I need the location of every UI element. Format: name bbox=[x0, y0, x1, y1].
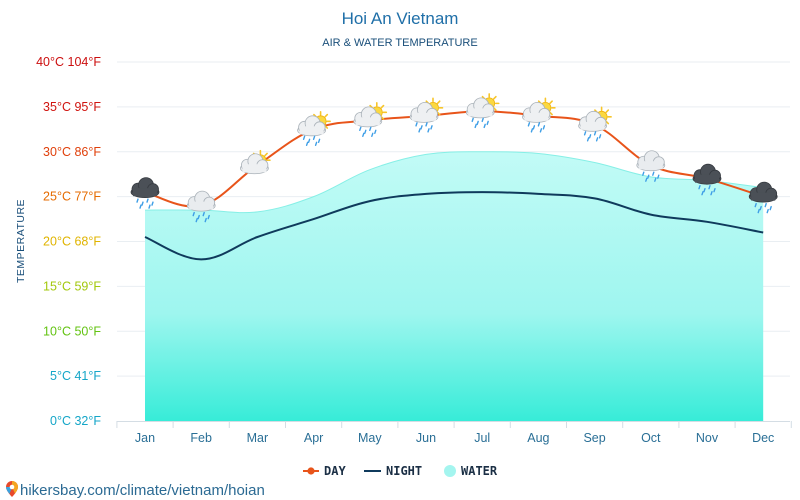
cloud-shape bbox=[130, 177, 160, 199]
source-link[interactable]: hikersbay.com/climate/vietnam/hoian bbox=[6, 481, 265, 499]
rain-cloud-dark-icon bbox=[692, 163, 722, 196]
y-axis-ticks: 0°C 32°F 5°C 41°F 10°C 50°F 15°C 59°F 20°C 6… bbox=[36, 55, 101, 428]
rain-drops bbox=[415, 122, 433, 133]
x-tick-label: Jan bbox=[135, 431, 155, 445]
water-area bbox=[145, 151, 764, 421]
y-axis-label: TEMPERATURE bbox=[15, 199, 27, 283]
rain-drops bbox=[698, 184, 716, 196]
x-tick-label: Jun bbox=[416, 431, 436, 445]
x-tick-label: Feb bbox=[190, 431, 212, 445]
legend-label-night: NIGHT bbox=[386, 464, 422, 478]
x-tick-label: May bbox=[358, 431, 382, 445]
sun-cloud-icon bbox=[239, 149, 271, 175]
source-text: hikersbay.com/climate/vietnam/hoian bbox=[20, 482, 265, 499]
y-tick-label: 25°C 77°F bbox=[43, 190, 101, 204]
x-axis bbox=[116, 421, 792, 428]
cloud-shape bbox=[748, 181, 778, 203]
y-tick-label: 20°C 68°F bbox=[43, 235, 101, 249]
legend-item-day[interactable]: DAY bbox=[303, 464, 346, 478]
weather-icons bbox=[130, 93, 778, 223]
map-pin-icon bbox=[6, 481, 18, 497]
legend: DAY NIGHT WATER bbox=[303, 464, 498, 478]
sun-cloud-rain-icon bbox=[578, 106, 612, 142]
y-tick-label: 15°C 59°F bbox=[43, 279, 101, 293]
sun-cloud-rain-icon bbox=[297, 111, 331, 147]
sun-cloud-rain-icon bbox=[353, 102, 388, 138]
y-tick-label: 10°C 50°F bbox=[43, 324, 101, 338]
x-tick-label: Mar bbox=[247, 431, 269, 445]
y-tick-label: 35°C 95°F bbox=[43, 100, 101, 114]
cloud-shape bbox=[578, 110, 607, 132]
cloud-shape bbox=[692, 163, 722, 185]
rain-drops bbox=[302, 135, 321, 147]
x-axis-ticks: Jan Feb Mar Apr May Jun Jul Aug Sep Oct Nov Dec bbox=[135, 431, 774, 445]
legend-item-night[interactable]: NIGHT bbox=[364, 464, 422, 478]
rain-drops bbox=[583, 131, 602, 142]
rain-drops bbox=[754, 202, 772, 214]
x-tick-label: Apr bbox=[304, 431, 323, 445]
rain-drops bbox=[359, 126, 377, 138]
cloud-shape bbox=[522, 101, 551, 123]
cloud-shape bbox=[636, 150, 666, 172]
night-line bbox=[144, 191, 764, 261]
rain-cloud-dark-icon bbox=[130, 177, 160, 209]
rain-cloud-icon bbox=[186, 190, 216, 223]
x-tick-label: Nov bbox=[696, 431, 719, 445]
cloud-shape bbox=[465, 97, 495, 119]
cloud-shape bbox=[186, 190, 216, 212]
rain-drops bbox=[192, 211, 210, 223]
y-tick-label: 30°C 86°F bbox=[43, 145, 101, 159]
rain-drops bbox=[642, 171, 660, 182]
night-series bbox=[144, 191, 764, 261]
y-tick-label: 0°C 32°F bbox=[50, 414, 101, 428]
x-tick-label: Oct bbox=[641, 431, 661, 445]
sun-cloud-rain-icon bbox=[409, 97, 444, 133]
sun-cloud-rain-icon bbox=[465, 93, 500, 129]
chart-title: Hoi An Vietnam bbox=[342, 9, 459, 28]
x-tick-label: Jul bbox=[474, 431, 490, 445]
x-tick-label: Dec bbox=[752, 431, 774, 445]
cloud-shape bbox=[353, 106, 383, 128]
sun-cloud-rain-icon bbox=[522, 97, 556, 133]
rain-cloud-dark-icon bbox=[748, 181, 778, 214]
rain-drops bbox=[527, 122, 546, 133]
cloud-shape bbox=[239, 153, 269, 175]
rain-drops bbox=[136, 198, 154, 209]
x-tick-label: Aug bbox=[527, 431, 549, 445]
y-tick-label: 5°C 41°F bbox=[50, 369, 101, 383]
cloud-shape bbox=[297, 115, 327, 137]
chart-subtitle: AIR & WATER TEMPERATURE bbox=[322, 37, 477, 49]
legend-label-day: DAY bbox=[324, 464, 346, 478]
rain-drops bbox=[471, 117, 489, 129]
legend-item-water[interactable]: WATER bbox=[444, 464, 498, 478]
cloud-shape bbox=[409, 101, 439, 123]
rain-cloud-icon bbox=[636, 150, 666, 182]
y-tick-label: 40°C 104°F bbox=[36, 55, 101, 69]
x-tick-label: Sep bbox=[583, 431, 605, 445]
legend-label-water: WATER bbox=[461, 464, 498, 478]
